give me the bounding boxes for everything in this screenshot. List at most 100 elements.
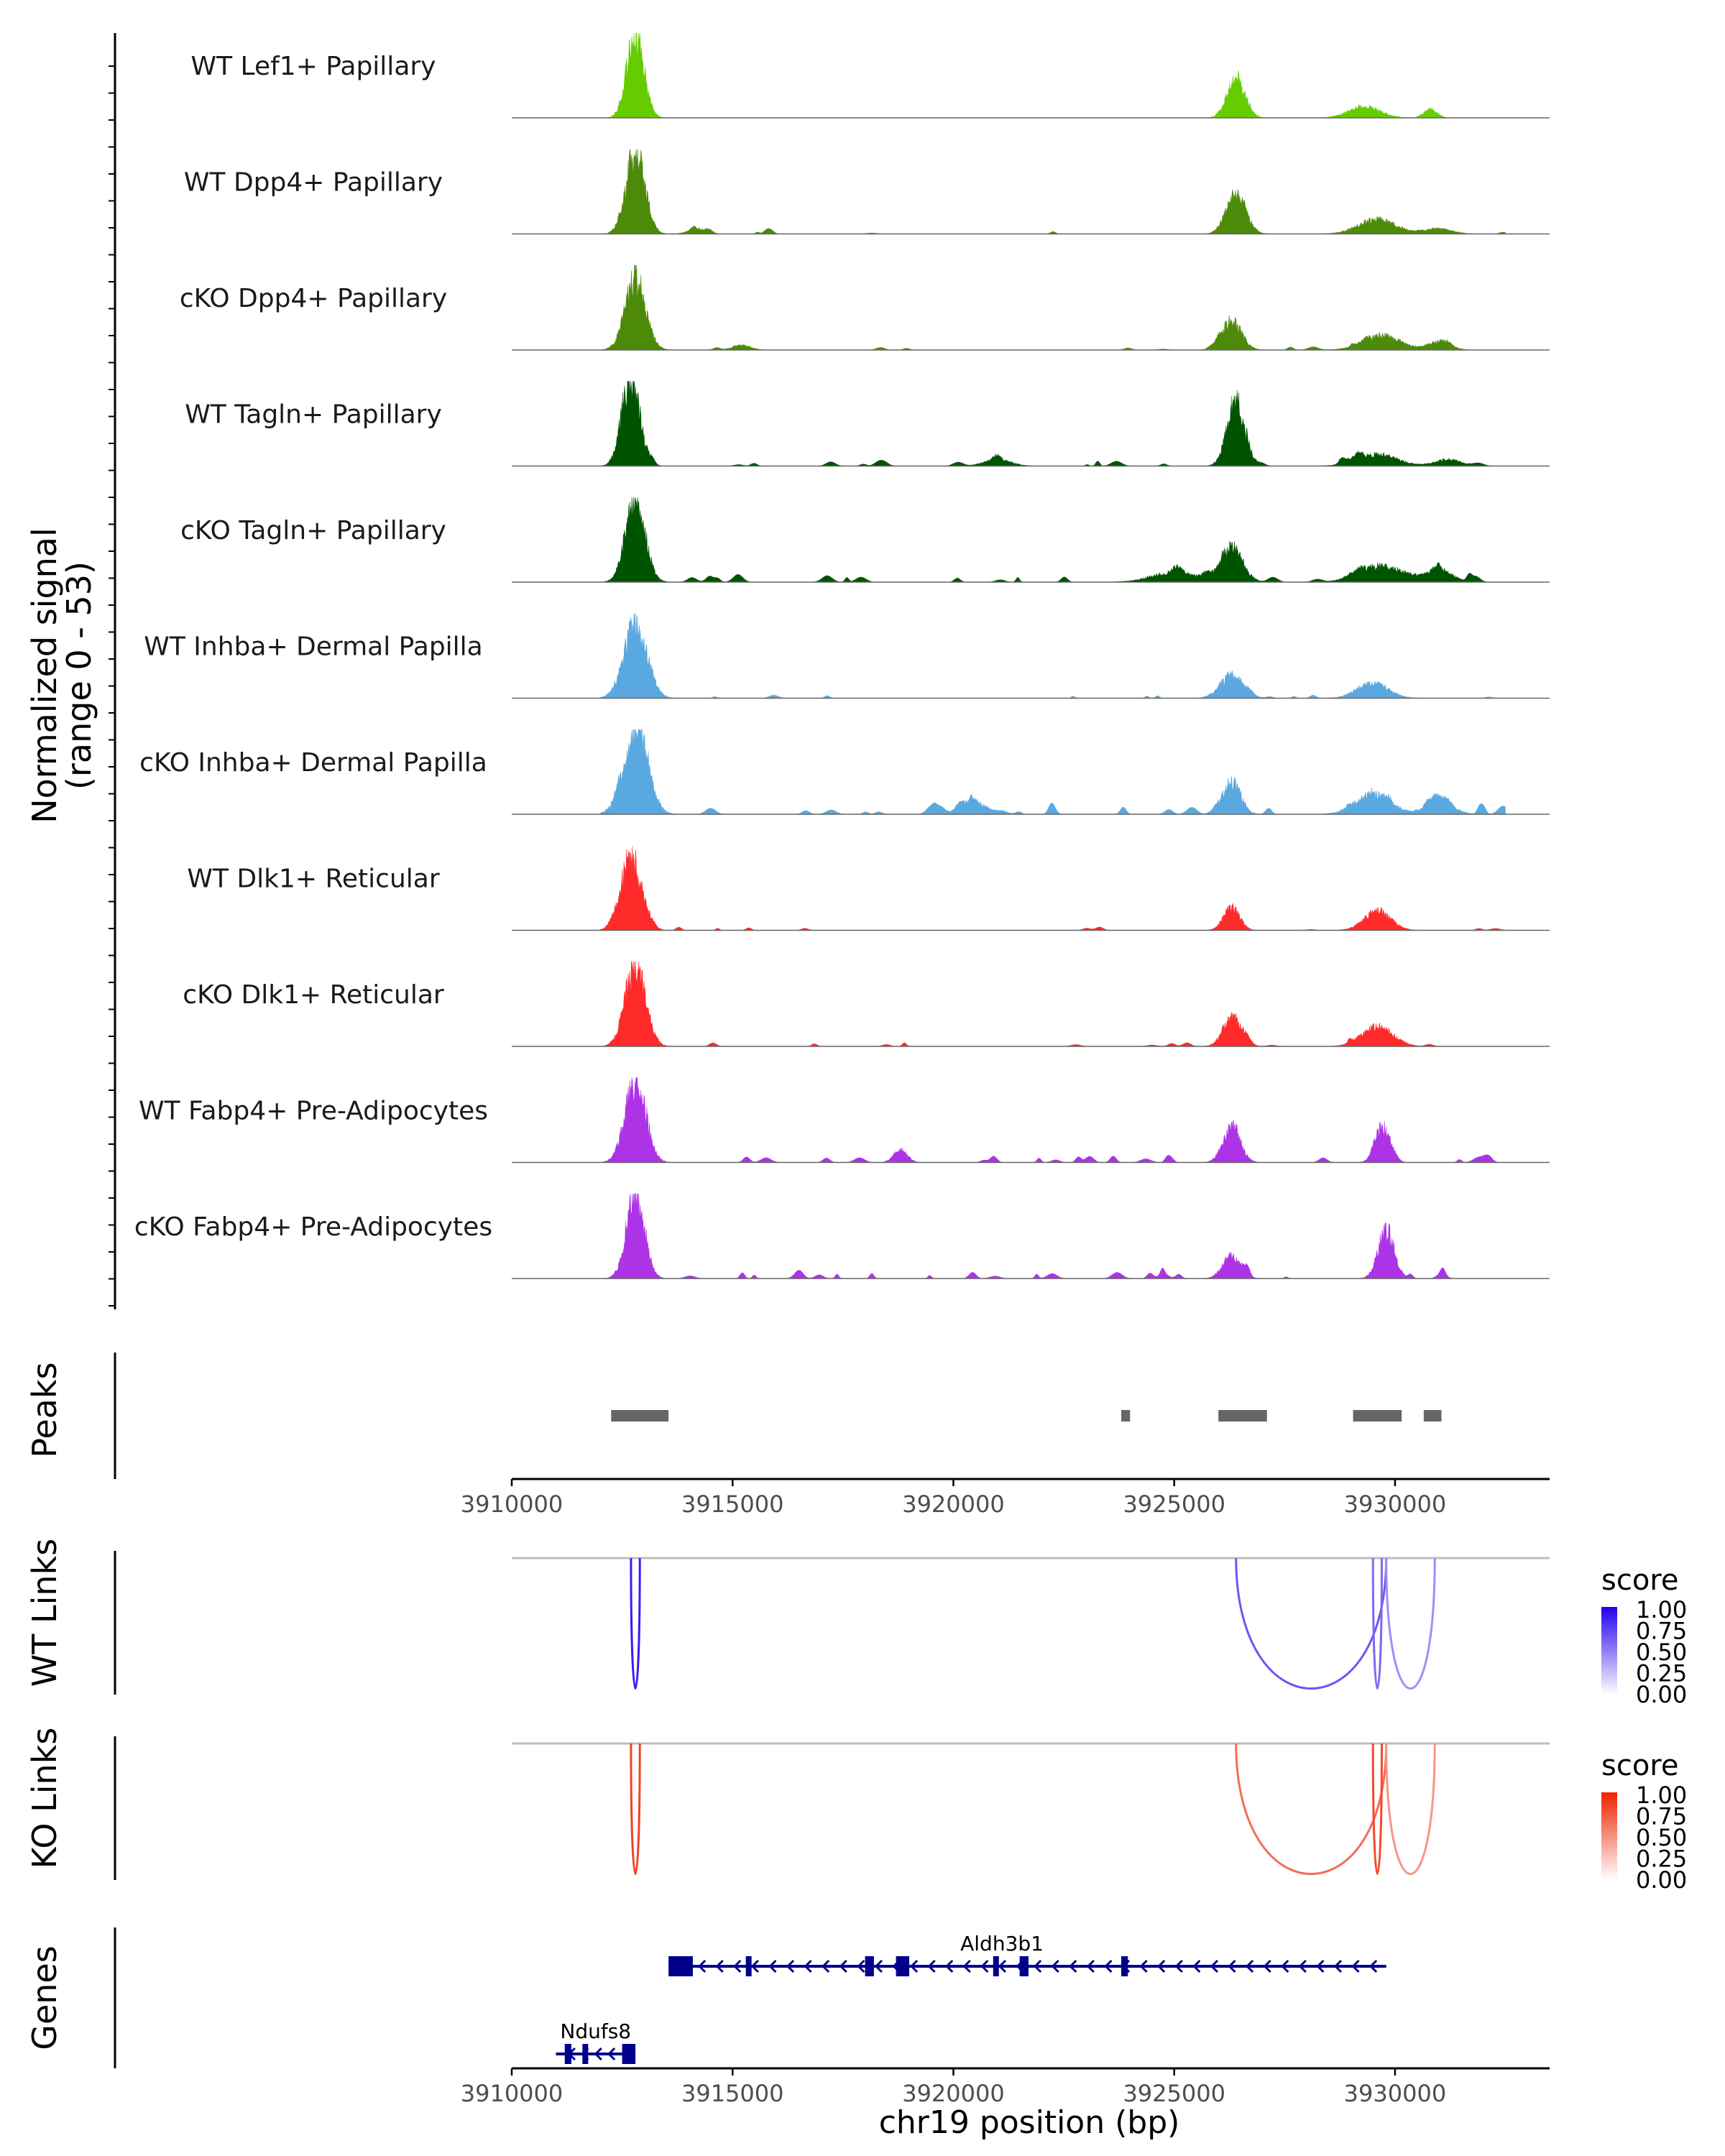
strand-arrow xyxy=(1174,1959,1183,1973)
links-legend-label: 0.75 xyxy=(1636,1803,1687,1830)
links-legend-label: 0.50 xyxy=(1636,1824,1687,1851)
coverage-area xyxy=(599,497,1506,583)
coverage-track-label: WT Dpp4+ Papillary xyxy=(184,168,443,198)
exon xyxy=(993,1956,999,1976)
strand-arrow xyxy=(857,1959,865,1973)
genes-label: Genes xyxy=(25,1945,64,2050)
coverage-area xyxy=(599,381,1506,466)
genes-track: Aldh3b1 Ndufs8 xyxy=(114,1927,1386,2068)
x-axis-title: chr19 position (bp) xyxy=(879,2104,1180,2141)
strand-arrow xyxy=(1157,1959,1166,1973)
strand-arrow xyxy=(839,1959,847,1973)
strand-arrow xyxy=(874,1959,883,1973)
link-arc xyxy=(630,1743,641,1875)
coverage-tracks: WT Lef1+ Papillary WT Dpp4+ Papillary cKO … xyxy=(109,32,1550,1309)
peaks-label: Peaks xyxy=(25,1362,64,1457)
wt-links-label: WT Links xyxy=(25,1539,64,1687)
gene-name: Ndufs8 xyxy=(560,2019,631,2043)
coverage-area xyxy=(599,1193,1506,1279)
links-legend-label: 1.00 xyxy=(1636,1596,1687,1623)
strand-arrow xyxy=(1069,1959,1077,1973)
coverage-track: WT Dpp4+ Papillary xyxy=(184,149,1550,235)
coverage-track-label: WT Lef1+ Papillary xyxy=(191,52,436,81)
coverage-track: WT Tagln+ Papillary xyxy=(185,381,1550,467)
coverage-track: cKO Dlk1+ Reticular xyxy=(183,961,1550,1047)
strand-arrow xyxy=(804,1959,812,1973)
strand-arrow xyxy=(594,2047,602,2061)
exon xyxy=(582,2044,589,2064)
strand-arrow xyxy=(715,1959,724,1973)
strand-arrow xyxy=(1104,1959,1113,1973)
link-arc xyxy=(630,1557,641,1690)
exon xyxy=(896,1956,910,1976)
coverage-track-label: cKO Inhba+ Dermal Papilla xyxy=(139,748,487,778)
coverage-track: cKO Fabp4+ Pre-Adipocytes xyxy=(134,1193,1550,1279)
strand-arrow xyxy=(1316,1959,1325,1973)
coverage-track: WT Dlk1+ Reticular xyxy=(187,846,1550,931)
strand-arrow xyxy=(607,2047,616,2061)
coverage-track-label: WT Fabp4+ Pre-Adipocytes xyxy=(139,1097,488,1126)
coverage-track-label: cKO Fabp4+ Pre-Adipocytes xyxy=(134,1212,492,1242)
links-legend-label: 0.75 xyxy=(1636,1618,1687,1645)
coverage-area xyxy=(599,32,1506,119)
strand-arrow xyxy=(927,1959,936,1973)
link-arc xyxy=(1385,1743,1436,1875)
links-legend-bar xyxy=(1601,1792,1617,1880)
peak-region xyxy=(1353,1410,1402,1422)
coverage-area xyxy=(599,149,1506,234)
x-tick-label: 3925000 xyxy=(1123,2080,1225,2107)
strand-arrow xyxy=(1333,1959,1343,1973)
links-legend-label: 1.00 xyxy=(1636,1782,1687,1809)
strand-arrow xyxy=(1281,1959,1289,1973)
links-legend-label: 0.25 xyxy=(1636,1846,1687,1873)
x-tick-label: 3910000 xyxy=(461,2080,564,2107)
strand-arrow xyxy=(786,1959,795,1973)
strand-arrow xyxy=(750,1959,759,1973)
coverage-area xyxy=(599,728,1506,815)
peak-region xyxy=(1121,1410,1131,1422)
link-arc xyxy=(1235,1743,1388,1875)
strand-arrow xyxy=(962,1959,971,1973)
exon xyxy=(745,1956,752,1976)
gene-model: Aldh3b1 xyxy=(668,1932,1386,1976)
links-legend-bar xyxy=(1601,1607,1617,1695)
x-tick-label: 3930000 xyxy=(1344,2080,1447,2107)
coverage-track-label: cKO Dpp4+ Papillary xyxy=(180,284,447,313)
strand-arrow xyxy=(980,1959,989,1973)
links-legend-title: score xyxy=(1601,1564,1678,1597)
strand-arrow xyxy=(1351,1959,1360,1973)
coverage-track: cKO Inhba+ Dermal Papilla xyxy=(139,728,1550,815)
strand-arrow xyxy=(1369,1959,1378,1973)
coverage-track: cKO Dpp4+ Papillary xyxy=(180,264,1550,351)
x-tick-label: 3930000 xyxy=(1344,1491,1447,1518)
exon xyxy=(622,2044,636,2064)
coverage-track-label: WT Inhba+ Dermal Papilla xyxy=(144,632,482,662)
peaks-track xyxy=(114,1353,1442,1479)
coverage-track: WT Inhba+ Dermal Papilla xyxy=(144,613,1550,699)
links-legend-label: 0.50 xyxy=(1636,1639,1687,1666)
peak-region xyxy=(1423,1410,1442,1422)
coverage-area xyxy=(599,264,1506,351)
coverage-track: WT Lef1+ Papillary xyxy=(191,32,1550,119)
x-tick-label: 3925000 xyxy=(1123,1491,1225,1518)
coverage-area xyxy=(599,961,1506,1047)
coverage-track-label: WT Tagln+ Papillary xyxy=(185,400,442,430)
x-axis-middle: 3910000 3915000 3920000 3925000 3930000 xyxy=(461,1478,1550,1518)
strand-arrow xyxy=(768,1959,777,1973)
strand-arrow xyxy=(1210,1959,1218,1973)
strand-arrow xyxy=(1192,1959,1201,1973)
link-arc xyxy=(1235,1557,1388,1690)
x-tick-label: 3915000 xyxy=(681,1491,784,1518)
strand-arrow xyxy=(1228,1959,1236,1973)
coverage-track-label: cKO Dlk1+ Reticular xyxy=(183,980,444,1010)
x-tick-label: 3910000 xyxy=(461,1491,564,1518)
coverage-track-label: WT Dlk1+ Reticular xyxy=(187,865,439,894)
links-legend-label: 0.25 xyxy=(1636,1660,1687,1687)
gene-model: Ndufs8 xyxy=(556,2019,636,2064)
strand-arrow xyxy=(1245,1959,1254,1973)
exon xyxy=(1019,1956,1029,1976)
link-arc xyxy=(1371,1557,1383,1690)
exon xyxy=(668,1956,693,1976)
